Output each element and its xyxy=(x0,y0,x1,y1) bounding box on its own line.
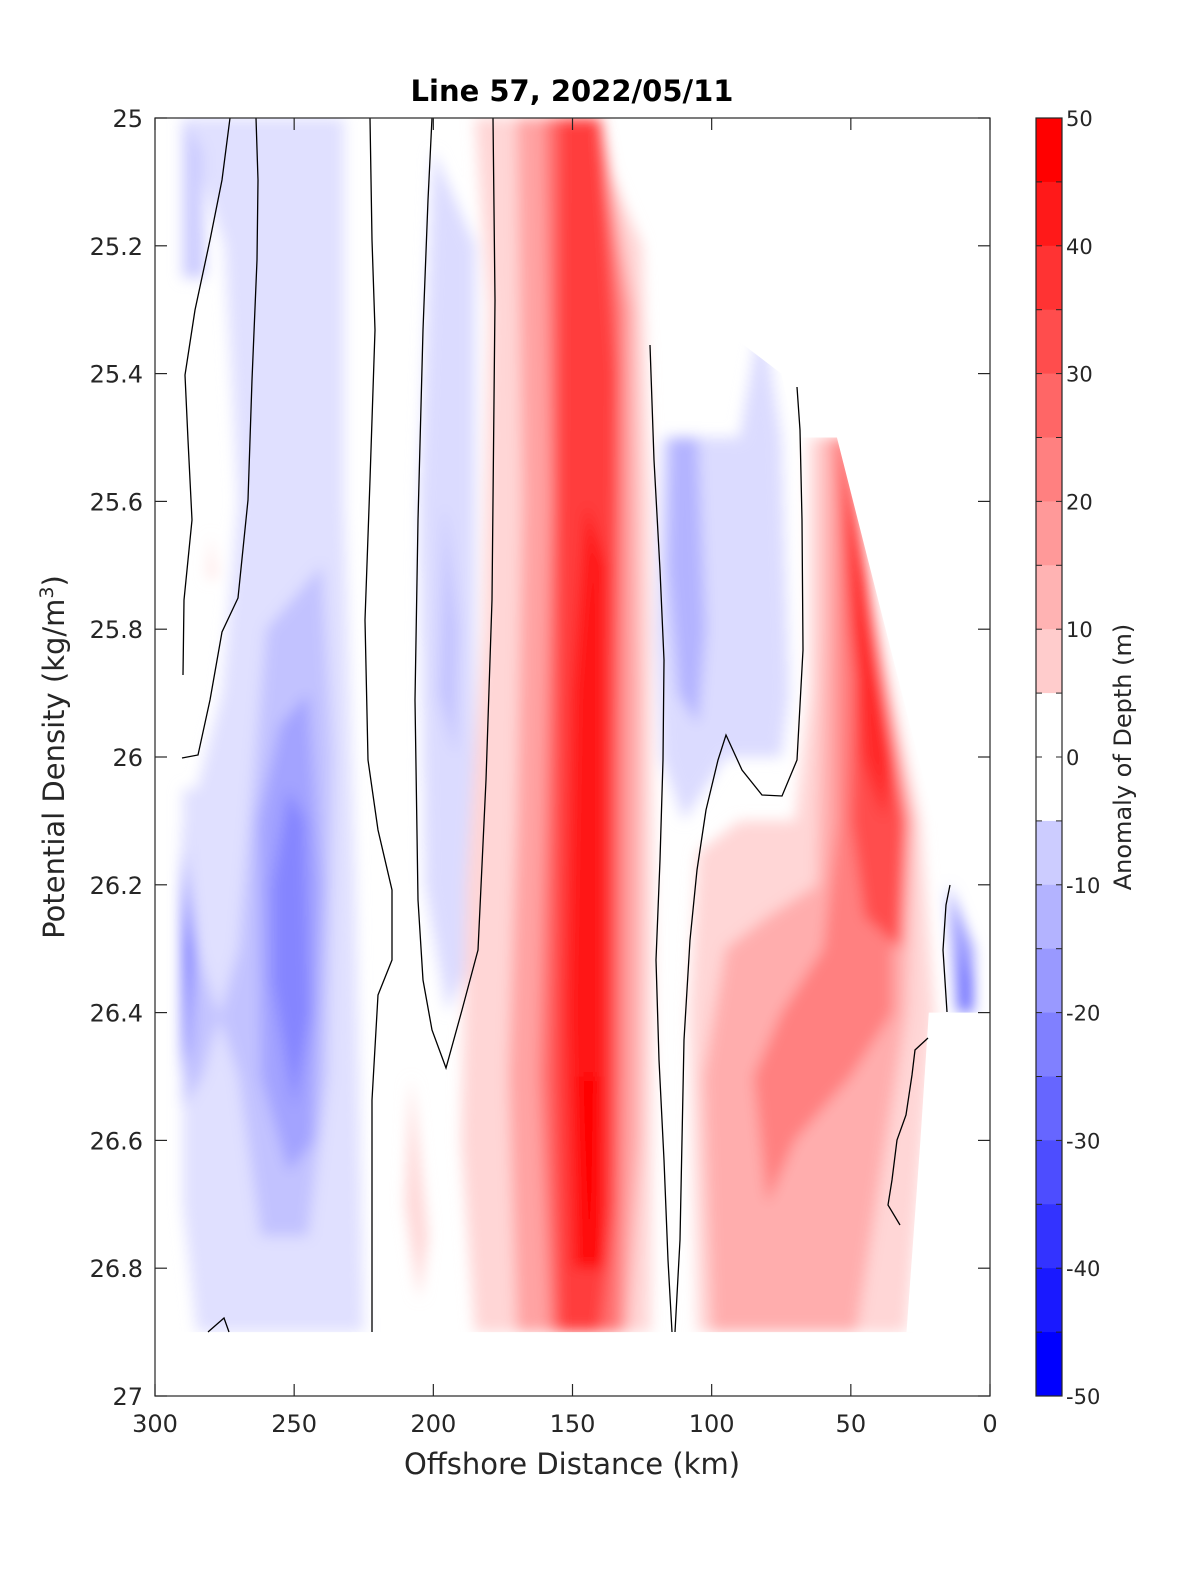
y-tick-label: 25.4 xyxy=(90,361,143,389)
y-tick-label: 26 xyxy=(112,744,143,772)
anomaly-region xyxy=(271,789,311,1109)
colorbar-band xyxy=(1036,757,1062,822)
anomaly-region xyxy=(182,852,194,1077)
colorbar-tick-label: 40 xyxy=(1066,235,1093,259)
zero-contour-line xyxy=(942,884,951,1013)
zero-contour-line xyxy=(414,118,496,1071)
y-tick-label: 26.4 xyxy=(90,1000,143,1028)
colorbar-band xyxy=(1036,1332,1062,1397)
y-tick-label: 25 xyxy=(112,105,143,133)
zero-contour-line xyxy=(364,118,393,1332)
colorbar-label: Anomaly of Depth (m) xyxy=(1109,624,1137,891)
colorbar-band xyxy=(1036,501,1062,566)
anomaly-region xyxy=(207,533,217,579)
colorbar-tick-label: 50 xyxy=(1066,107,1093,131)
zero-contours xyxy=(181,118,951,1333)
colorbar-band xyxy=(1036,565,1062,630)
x-axis: 300 250 200 150 100 50 0 xyxy=(132,118,998,1438)
y-axis-label-superscript: 3 xyxy=(36,586,58,598)
colorbar-tick-label: 0 xyxy=(1066,746,1079,770)
colorbar-band xyxy=(1036,693,1062,758)
anomaly-region xyxy=(578,1076,601,1269)
y-tick-label: 26.2 xyxy=(90,872,143,900)
anomaly-region xyxy=(405,1076,428,1301)
y-axis: 25 25.2 25.4 25.6 25.8 26 26.2 26.4 26.6 26.8 27 xyxy=(90,105,990,1411)
no-data-region xyxy=(906,1012,990,1333)
colorbar-band xyxy=(1036,1076,1062,1141)
colorbar-tick-label: 30 xyxy=(1066,363,1093,387)
zero-contour-line xyxy=(182,118,231,676)
anomaly-region xyxy=(438,501,459,757)
zero-contour-line xyxy=(207,1316,230,1333)
chart-title: Line 57, 2022/05/11 xyxy=(411,74,734,108)
y-tick-label: 25.8 xyxy=(90,616,143,644)
anomaly-region xyxy=(182,118,206,278)
colorbar-band xyxy=(1036,309,1062,375)
x-tick-label: 200 xyxy=(410,1410,456,1438)
x-tick-label: 0 xyxy=(982,1410,997,1438)
no-data-region xyxy=(650,118,990,821)
colorbar-band xyxy=(1036,1204,1062,1269)
anomaly-region xyxy=(667,437,707,725)
anomaly-region xyxy=(962,948,971,1013)
y-tick-label: 25.2 xyxy=(90,233,143,261)
zero-contour-line xyxy=(181,118,259,759)
colorbar-band xyxy=(1036,245,1062,311)
colorbar-tick-label: -20 xyxy=(1066,1002,1100,1026)
no-data-region xyxy=(155,1332,990,1396)
colorbar-tick-label: -40 xyxy=(1066,1257,1100,1281)
zero-contour-line xyxy=(674,386,804,1333)
colorbar-band xyxy=(1036,437,1062,502)
zero-contour-line xyxy=(649,344,673,1333)
y-axis-label-close: ) xyxy=(37,575,71,586)
y-axis-label: Potential Density (kg/m3) xyxy=(36,575,71,939)
colorbar-band xyxy=(1036,373,1062,438)
colorbar-band xyxy=(1036,629,1062,694)
colorbar-band xyxy=(1036,884,1062,950)
colorbar-band xyxy=(1036,948,1062,1014)
colorbar-tick-label: 10 xyxy=(1066,618,1093,642)
colorbar-band xyxy=(1036,1268,1062,1333)
colorbar-band xyxy=(1036,1012,1062,1077)
y-tick-label: 26.6 xyxy=(90,1127,143,1155)
anomaly-region xyxy=(839,437,893,821)
x-tick-label: 50 xyxy=(836,1410,867,1438)
colorbar-tick-label: -50 xyxy=(1066,1385,1100,1409)
colorbar-band xyxy=(1036,118,1062,183)
y-tick-label: 27 xyxy=(112,1383,143,1411)
x-tick-label: 300 xyxy=(132,1410,178,1438)
y-axis-label-main: Potential Density (kg/m xyxy=(37,599,71,939)
colorbar-tick-label: -10 xyxy=(1066,874,1100,898)
x-tick-label: 100 xyxy=(689,1410,735,1438)
colorbar-tick-label: 20 xyxy=(1066,490,1093,514)
colorbar: 50 40 30 20 10 0 -10 -20 -30 -40 -50 xyxy=(1035,107,1100,1409)
zero-contour-line xyxy=(887,1037,929,1226)
x-tick-label: 150 xyxy=(550,1410,596,1438)
colorbar-tick-label: -30 xyxy=(1066,1129,1100,1153)
y-tick-label: 25.6 xyxy=(90,488,143,516)
anomaly-field xyxy=(155,118,990,1396)
x-tick-label: 250 xyxy=(271,1410,317,1438)
y-tick-label: 26.8 xyxy=(90,1255,143,1283)
colorbar-band xyxy=(1036,181,1062,247)
x-axis-label: Offshore Distance (km) xyxy=(404,1447,740,1481)
colorbar-band xyxy=(1036,1140,1062,1205)
colorbar-band xyxy=(1036,820,1062,886)
